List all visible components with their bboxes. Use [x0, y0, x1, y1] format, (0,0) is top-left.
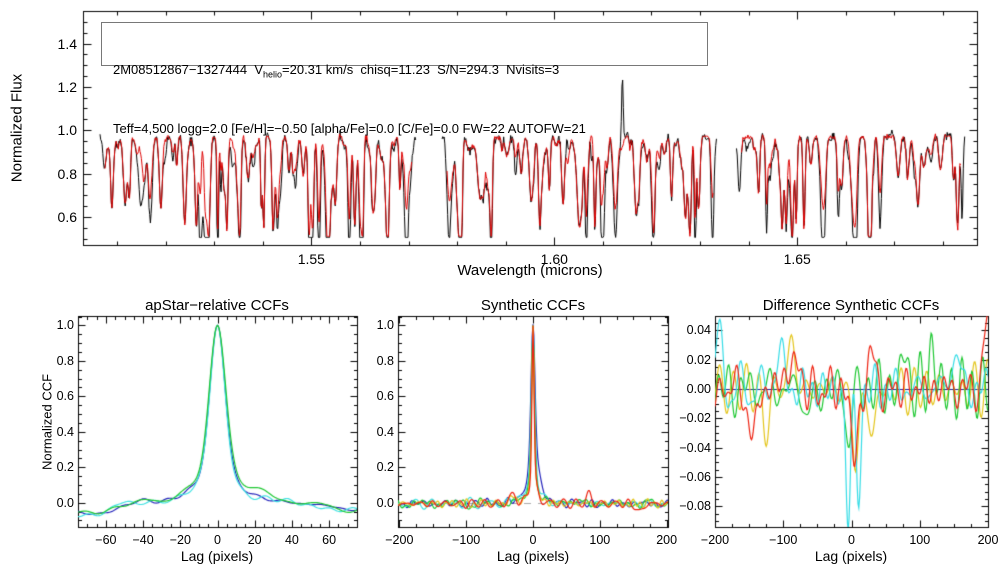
tick-label: 0.2 — [376, 460, 394, 475]
panel3-x-axis-label: Lag (pixels) — [814, 548, 888, 564]
tick-label: 1.55 — [297, 251, 325, 267]
tick-label: 0.6 — [376, 389, 394, 404]
panel1-x-axis-label: Lag (pixels) — [180, 548, 254, 564]
tick-label: 200 — [977, 533, 999, 547]
tick-label: −100 — [452, 533, 481, 547]
annotation-velocity-stats: =20.31 km/s chisq=11.23 S/N=294.3 Nvisit… — [282, 62, 560, 77]
tick-label: −60 — [95, 533, 117, 547]
main-y-axis-label: Normalized Flux — [8, 73, 26, 183]
tick-label: 0.2 — [56, 460, 74, 475]
tick-label: 1.60 — [540, 251, 568, 267]
tick-label: 0.4 — [56, 424, 74, 439]
fit-parameters-box: 2M08512867−1327444 Vhelio=20.31 km/s chi… — [101, 22, 708, 136]
tick-label: −0.04 — [679, 440, 711, 455]
tick-label: 20 — [247, 533, 262, 547]
tick-label: 100 — [589, 533, 611, 547]
tick-label: −200 — [700, 533, 730, 547]
tick-label: 0.02 — [686, 352, 711, 367]
tick-label: 0.0 — [376, 495, 394, 510]
tick-label: 0.8 — [56, 353, 74, 368]
annotation-line-1: 2M08512867−1327444 Vhelio=20.31 km/s chi… — [113, 61, 707, 84]
annotation-line-2: Teff=4,500 logg=2.0 [Fe/H]=−0.50 [alpha/… — [113, 120, 586, 136]
tick-label: 0 — [529, 533, 537, 547]
tick-label: 0 — [214, 533, 221, 547]
annotation-star-id: 2M08512867−1327444 V — [113, 62, 263, 77]
tick-label: 1.2 — [57, 78, 77, 95]
tick-label: 1.0 — [56, 318, 74, 333]
tick-label: 100 — [909, 533, 931, 547]
tick-label: −0.06 — [679, 470, 711, 485]
main-x-axis-label: Wavelength (microns) — [457, 262, 603, 279]
tick-label: 0.4 — [376, 424, 394, 439]
panel2-title: Synthetic CCFs — [480, 297, 586, 314]
tick-label: 0.0 — [56, 495, 74, 510]
annotation-subscript: helio — [263, 69, 283, 80]
tick-label: 200 — [656, 533, 678, 547]
tick-label: 1.4 — [57, 35, 77, 52]
tick-label: 1.0 — [376, 318, 394, 333]
tick-label: 0.00 — [686, 381, 711, 396]
panel2-x-axis-label: Lag (pixels) — [496, 548, 570, 564]
tick-label: 0 — [848, 533, 855, 547]
tick-label: −0.02 — [679, 411, 711, 426]
tick-label: −100 — [769, 533, 798, 547]
tick-label: 1.0 — [57, 122, 77, 139]
panel3-title: Difference Synthetic CCFs — [762, 297, 940, 314]
tick-label: 0.04 — [686, 323, 711, 338]
tick-label: 60 — [322, 533, 337, 547]
tick-label: −20 — [169, 533, 191, 547]
tick-label: 0.6 — [56, 389, 74, 404]
tick-label: −200 — [385, 533, 414, 547]
tick-label: 0.8 — [57, 165, 77, 182]
tick-label: 1.65 — [783, 251, 811, 267]
tick-label: 0.6 — [57, 208, 77, 225]
panel1-title: apStar−relative CCFs — [145, 297, 289, 314]
tick-label: 40 — [284, 533, 299, 547]
tick-label: 0.8 — [376, 353, 394, 368]
tick-label: −0.08 — [679, 499, 711, 514]
tick-label: −40 — [132, 533, 154, 547]
